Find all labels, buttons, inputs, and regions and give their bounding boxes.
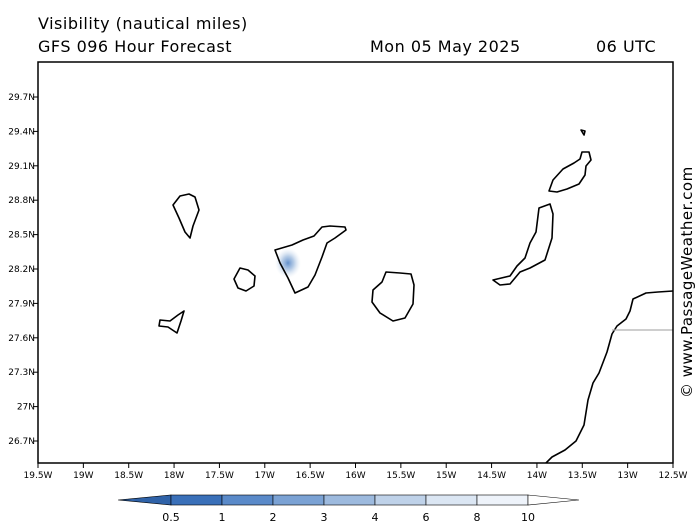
lon-tick-label: 16.5W (296, 471, 325, 481)
legend-low-arrow (117, 494, 172, 506)
lon-tick-label: 19.5W (24, 471, 53, 481)
lon-tick-label: 15W (436, 471, 456, 481)
island-tenerife (274, 225, 347, 294)
forecast-date: Mon 05 May 2025 (370, 37, 521, 56)
lat-tick-label: 29.7N (8, 93, 35, 103)
lon-tick-label: 17.5W (205, 471, 234, 481)
legend-high-arrow (527, 494, 580, 506)
legend-swatch (272, 494, 325, 506)
legend-swatch (476, 494, 529, 506)
lat-tick-label: 28.8N (8, 196, 35, 206)
map-frame (37, 61, 674, 464)
lat-tick-label: 27.3N (8, 368, 35, 378)
lon-tick-label: 13W (617, 471, 637, 481)
forecast-label: GFS 096 Hour Forecast (38, 37, 233, 56)
legend-label: 0.5 (162, 511, 180, 524)
island-gran-canaria (371, 271, 415, 322)
lat-tick-label: 27.9N (8, 299, 35, 309)
legend-label: 10 (521, 511, 535, 524)
lon-tick-label: 12.5W (659, 471, 688, 481)
lon-tick-label: 16W (345, 471, 365, 481)
lat-tick-label: 27.6N (8, 334, 35, 344)
lat-tick-label: 29.1N (8, 162, 35, 172)
african-coastline (545, 290, 673, 463)
legend-label: 4 (372, 511, 379, 524)
lat-tick-label: 29.4N (8, 127, 35, 137)
credit-watermark: © www.PassageWeather.com (678, 166, 696, 398)
island-la-gomera (233, 267, 256, 292)
lon-tick-label: 15.5W (386, 471, 415, 481)
islet-graciosa (580, 129, 586, 136)
forecast-time: 06 UTC (596, 37, 657, 56)
lat-tick-label: 28.5N (8, 231, 35, 241)
lon-tick-label: 18W (164, 471, 184, 481)
island-el-hierro (158, 310, 185, 334)
latitude-axis: 29.7N 29.4N 29.1N 28.8N 28.5N 28.2N 27.9N 27.6N… (8, 93, 38, 447)
lon-tick-label: 14W (527, 471, 547, 481)
longitude-axis: 19.5W 19W 18.5W 18W 17.5W 17W 16.5W 16W 15.5W 15W… (24, 463, 688, 481)
island-lanzarote (548, 151, 592, 193)
lon-tick-label: 13.5W (568, 471, 597, 481)
lon-tick-label: 19W (73, 471, 93, 481)
legend-label: 6 (423, 511, 430, 524)
legend-label: 2 (270, 511, 277, 524)
legend-swatch (425, 494, 478, 506)
lat-tick-label: 28.2N (8, 265, 35, 275)
legend-swatch (323, 494, 376, 506)
legend-label: 1 (219, 511, 226, 524)
visibility-legend: 0.5 1 2 3 4 6 8 10 (117, 494, 580, 524)
map-title: Visibility (nautical miles) (38, 14, 248, 33)
legend-label: 3 (321, 511, 328, 524)
lat-tick-label: 26.7N (8, 437, 35, 447)
map-content (158, 129, 673, 463)
lon-tick-label: 14.5W (477, 471, 506, 481)
lat-tick-label: 27N (17, 403, 35, 413)
legend-swatch (170, 494, 223, 506)
island-fuerteventura (492, 203, 554, 286)
legend-label: 8 (474, 511, 481, 524)
lon-tick-label: 17W (255, 471, 275, 481)
legend-swatch (374, 494, 427, 506)
lon-tick-label: 18.5W (114, 471, 143, 481)
low-visibility-patch (275, 248, 301, 278)
legend-swatch (221, 494, 274, 506)
island-la-palma (172, 193, 200, 239)
